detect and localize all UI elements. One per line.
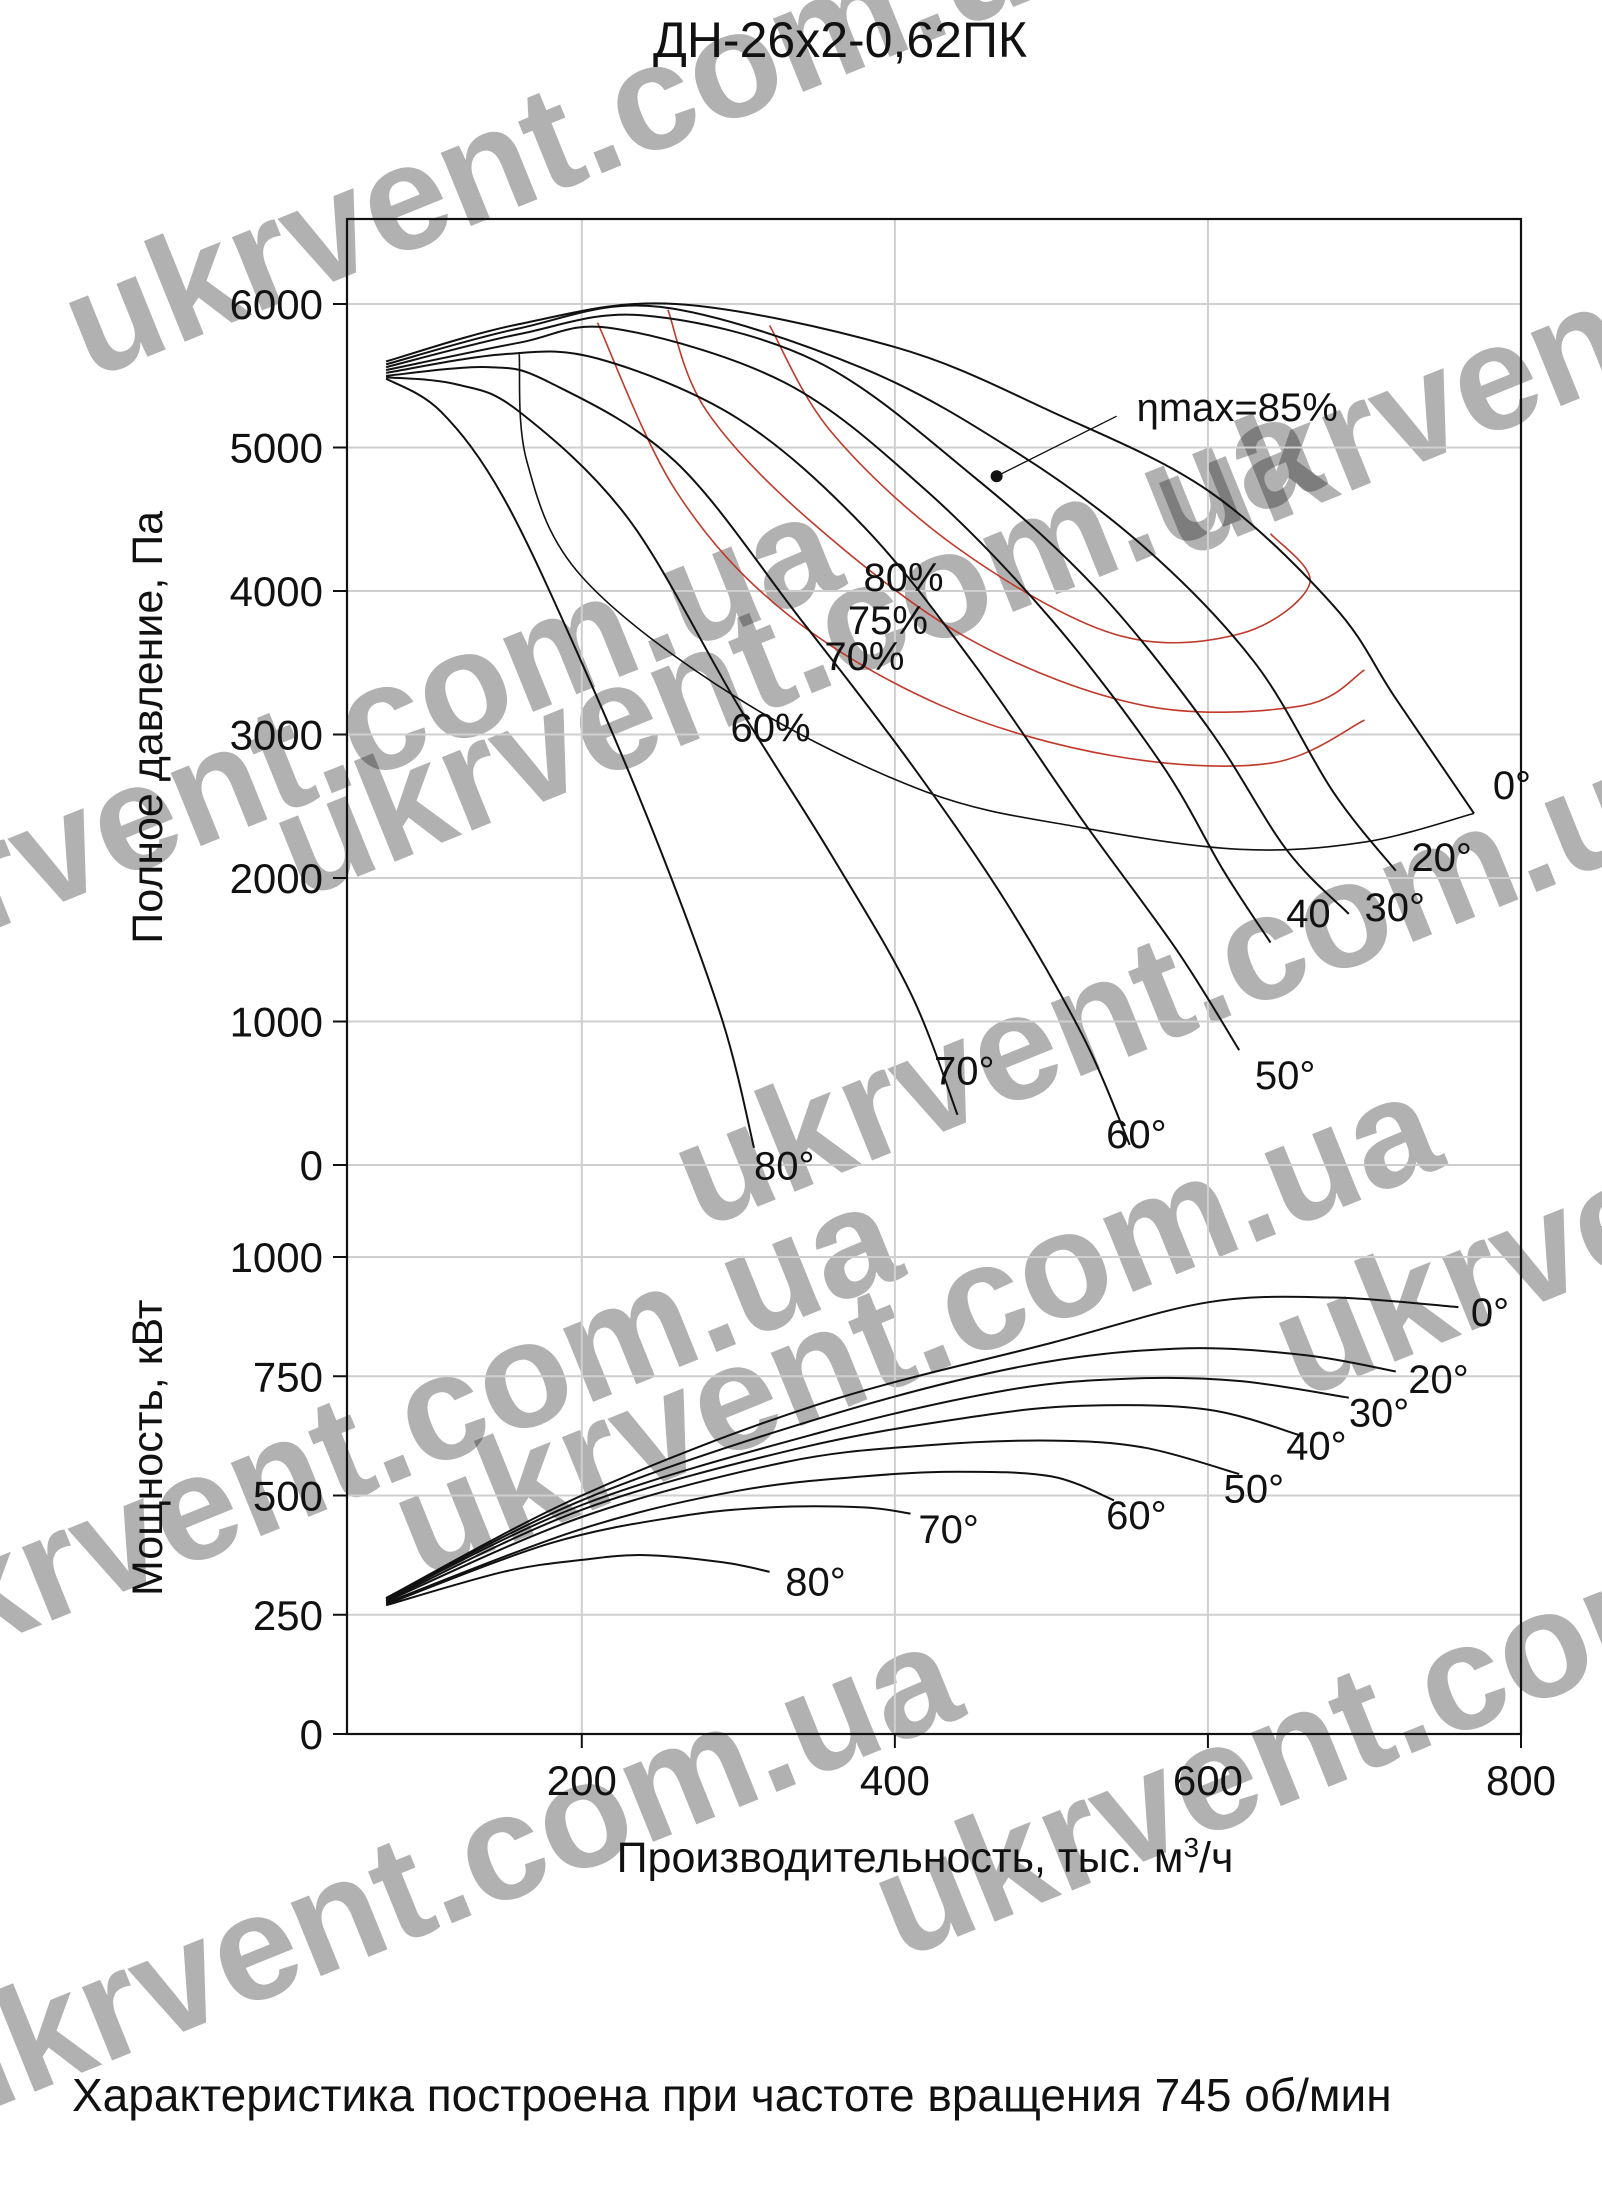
- pressure-curve-60deg: [386, 365, 1131, 1146]
- power-curve-label: 50°: [1224, 1468, 1285, 1512]
- pressure-y-tick-label: 0: [300, 1142, 323, 1189]
- x-tick-label: 200: [547, 1757, 617, 1804]
- x-tick-label: 800: [1486, 1757, 1556, 1804]
- max-efficiency-leader: [996, 415, 1117, 477]
- pressure-curve-label: 40: [1286, 892, 1331, 936]
- efficiency-curve-70pct: [596, 322, 1365, 767]
- power-y-tick-label: 500: [253, 1473, 323, 1520]
- pressure-y-tick-label: 6000: [230, 281, 323, 328]
- efficiency-curve-75pct: [667, 309, 1365, 714]
- pressure-curve-80deg: [385, 377, 755, 1149]
- pressure-curve-0deg: [385, 302, 1475, 814]
- pressure-curve-40deg: [385, 325, 1272, 944]
- pressure-curve-30deg: [385, 313, 1350, 915]
- power-axis-label: Мощность, кВт: [124, 1300, 172, 1597]
- x-axis-label: Производительность, тыс. м3/ч: [617, 1832, 1234, 1883]
- pressure-curve-label: 80°: [754, 1144, 815, 1188]
- power-curve-60deg: [385, 1470, 1115, 1604]
- power-curve-40deg: [385, 1404, 1303, 1602]
- max-efficiency-label: ηmax=85%: [1137, 386, 1338, 430]
- pressure-curve-label: 20°: [1411, 836, 1472, 880]
- curves: [385, 302, 1475, 1607]
- power-curve-label: 80°: [785, 1561, 846, 1605]
- rotation-speed-caption: Характеристика построена при частоте вра…: [72, 2069, 1392, 2121]
- power-curve-label: 60°: [1106, 1494, 1167, 1538]
- efficiency-label: 60%: [731, 707, 811, 751]
- power-curve-30deg: [385, 1376, 1349, 1600]
- power-curve-label: 0°: [1471, 1291, 1509, 1335]
- chart-title: ДН-26х2-0,62ПК: [653, 12, 1027, 68]
- efficiency-label: 75%: [848, 599, 928, 643]
- pressure-curve-label: 60°: [1106, 1113, 1167, 1157]
- x-axis-label-unit: /ч: [1199, 1834, 1233, 1882]
- power-curve-label: 70°: [918, 1508, 979, 1552]
- pressure-axis-label: Полное давление, Па: [124, 511, 172, 944]
- pressure-curve-label: 0°: [1493, 764, 1531, 808]
- pressure-curve-label: 50°: [1255, 1054, 1316, 1098]
- pressure-y-tick-label: 4000: [230, 568, 323, 615]
- power-curve-label: 20°: [1408, 1358, 1469, 1402]
- axes: 0 1000 2000 3000 4000 5000 6000 0 250 500 750 1000 2…: [124, 281, 1556, 1882]
- power-curve-50deg: [385, 1439, 1240, 1603]
- power-curve-label: 30°: [1349, 1391, 1410, 1435]
- efficiency-curve-80pct: [768, 325, 1311, 644]
- plot-frame: [345, 217, 1523, 1736]
- pressure-curve-70deg: [385, 376, 959, 1116]
- power-curve-label: 40°: [1286, 1425, 1347, 1469]
- x-tick-label: 600: [1173, 1757, 1243, 1804]
- power-y-tick-label: 1000: [230, 1234, 323, 1281]
- power-curve-80deg: [385, 1554, 770, 1607]
- power-y-tick-label: 0: [300, 1711, 323, 1758]
- pressure-y-tick-label: 1000: [230, 999, 323, 1046]
- pressure-y-tick-label: 3000: [230, 712, 323, 759]
- power-y-tick-label: 250: [253, 1592, 323, 1639]
- x-tick-label: 400: [860, 1757, 930, 1804]
- pressure-y-tick-label: 5000: [230, 425, 323, 472]
- pressure-y-tick-label: 2000: [230, 855, 323, 902]
- power-curve-70deg: [385, 1505, 911, 1606]
- power-curve-0deg: [385, 1295, 1459, 1599]
- pressure-curve-20deg: [385, 304, 1397, 872]
- pressure-curve-50deg: [385, 350, 1241, 1051]
- power-curve-20deg: [385, 1347, 1396, 1599]
- curve-labels: 0°20°30°4050°60°70°80°0°20°30°40°50°60°7…: [731, 386, 1532, 1604]
- efficiency-label: 80%: [864, 556, 944, 600]
- pressure-curve-label: 30°: [1364, 886, 1425, 930]
- efficiency-label: 70%: [824, 635, 904, 679]
- efficiency-curve-60pct: [518, 354, 1475, 851]
- x-axis-label-superscript: 3: [1183, 1832, 1199, 1863]
- power-y-tick-label: 750: [253, 1353, 323, 1400]
- pressure-curve-label: 70°: [934, 1050, 995, 1094]
